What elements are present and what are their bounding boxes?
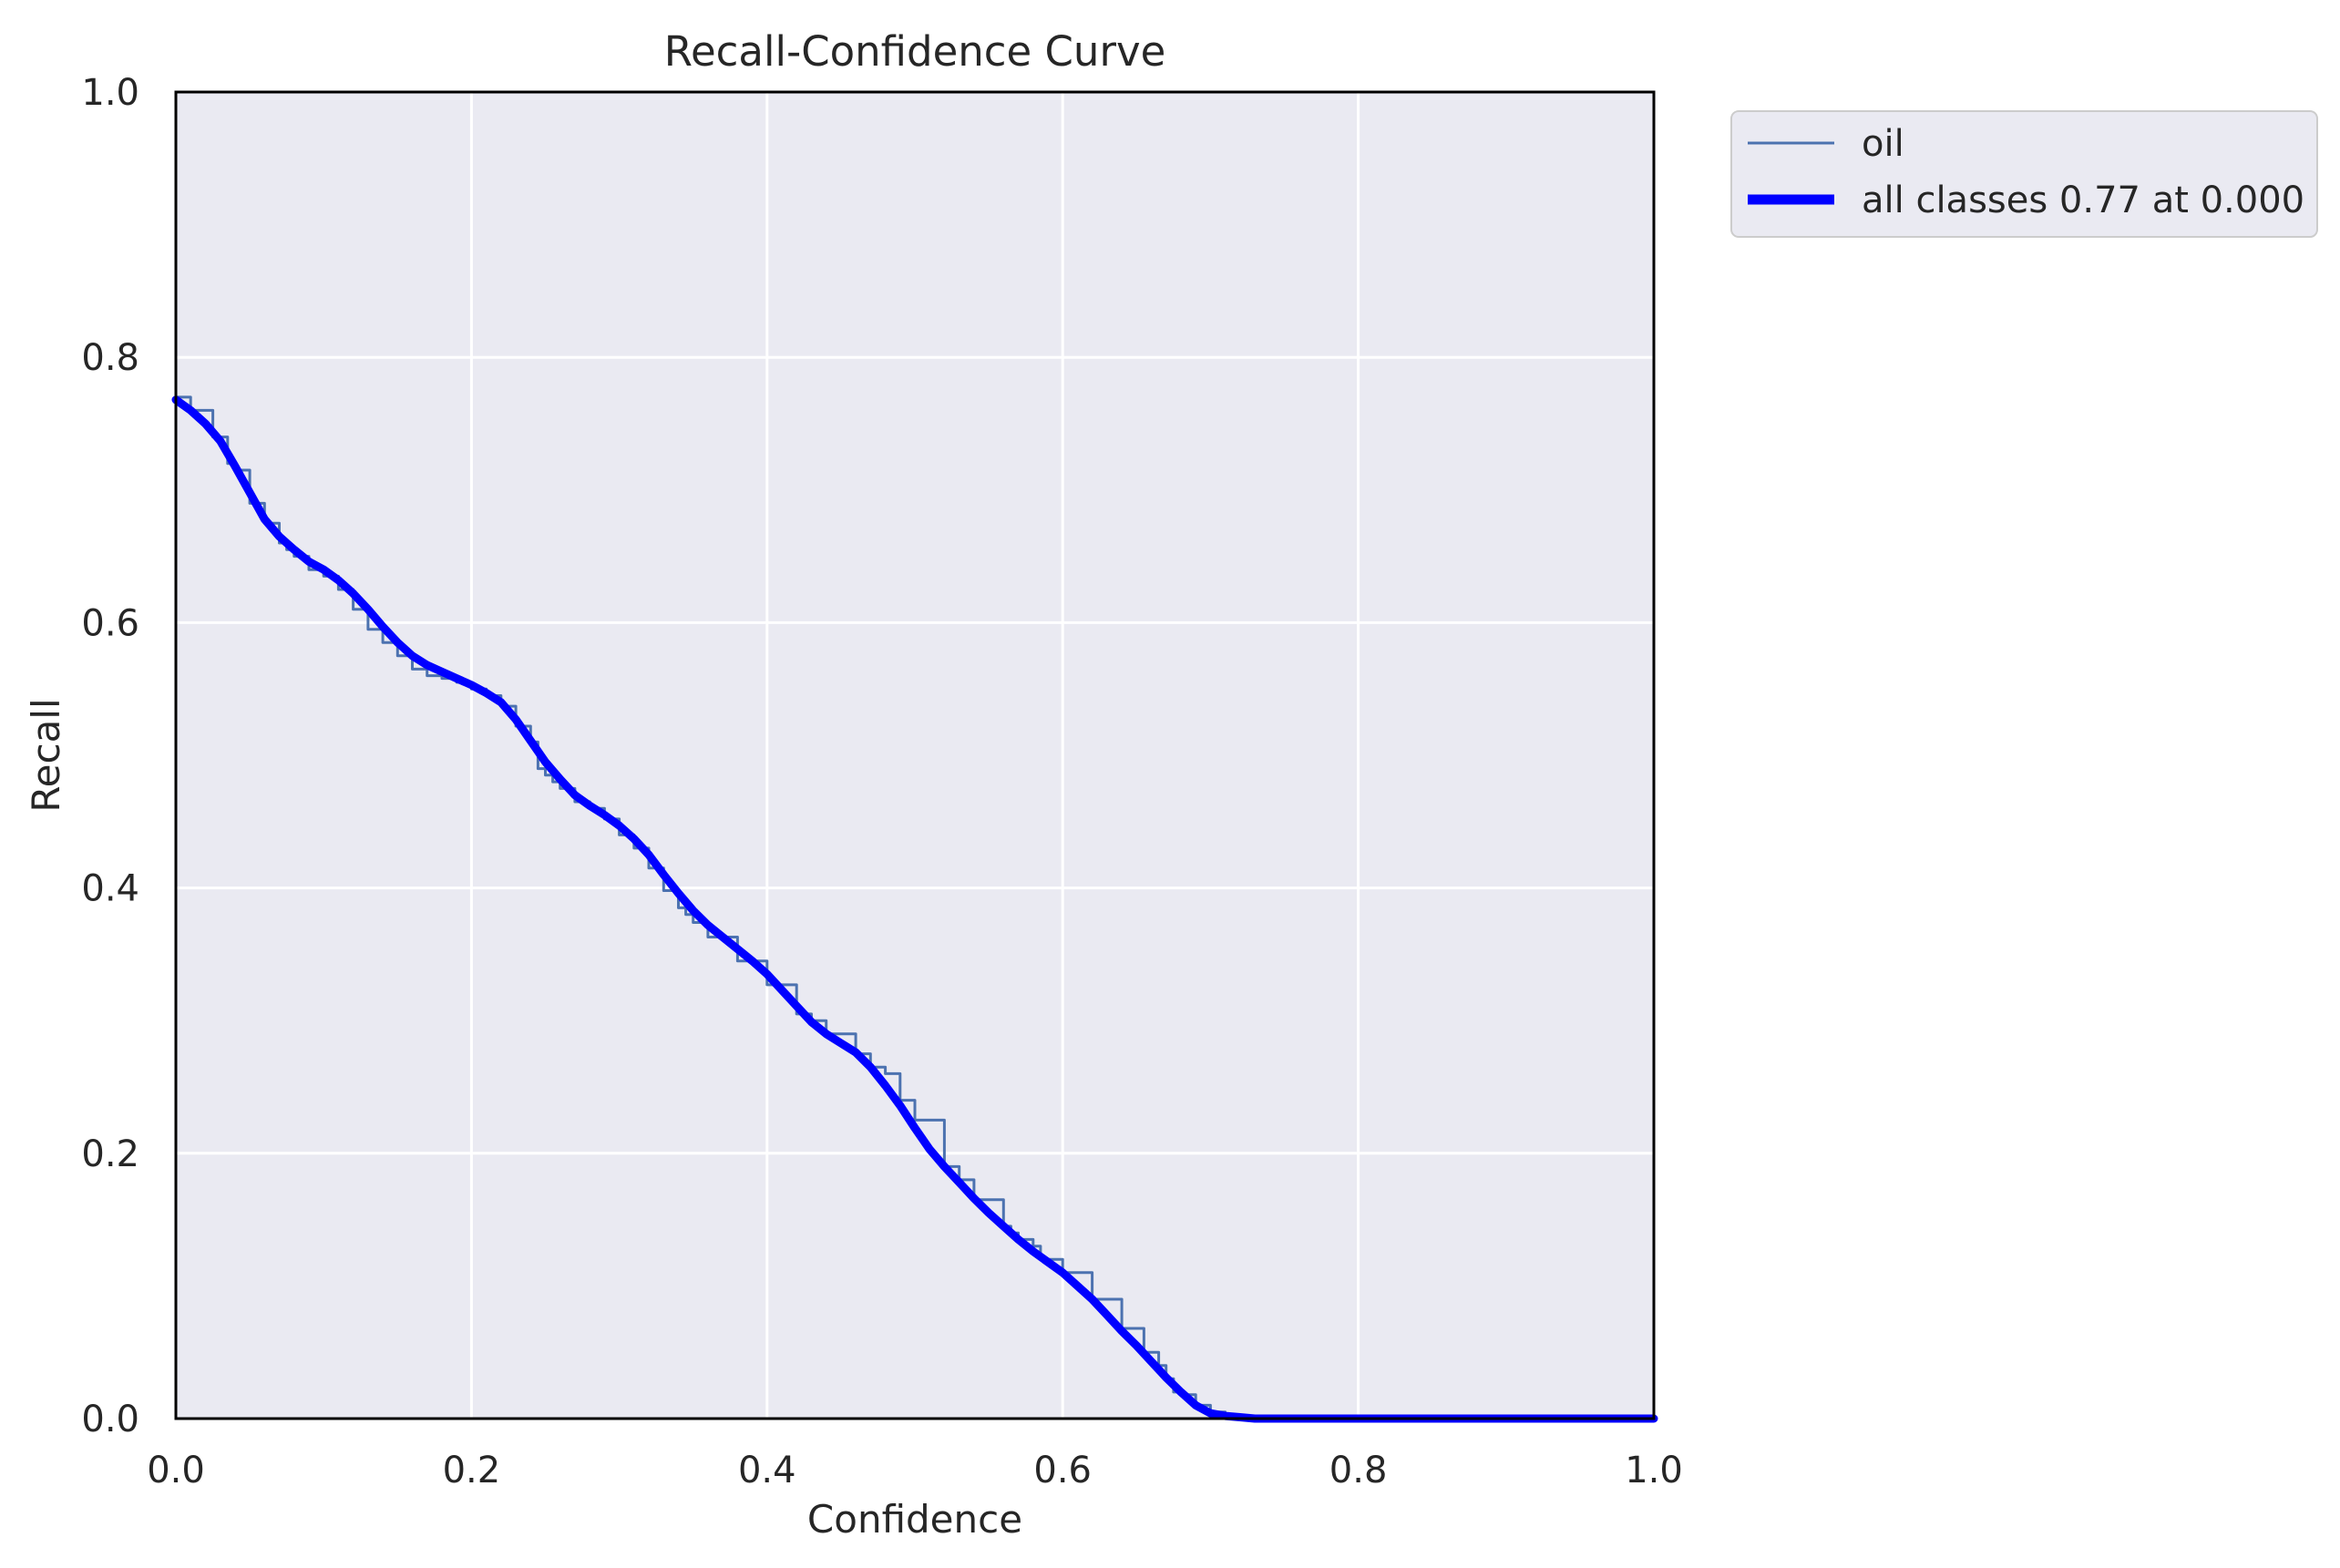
y-tick-label: 0.2 (81, 1133, 139, 1175)
series-layer (171, 395, 1658, 1423)
x-tick-label: 0.6 (1033, 1450, 1092, 1491)
x-axis-label: Confidence (807, 1497, 1022, 1542)
y-tick-label: 0.4 (81, 868, 139, 910)
legend-box (1730, 110, 2318, 238)
x-tick-label: 0.8 (1329, 1450, 1388, 1491)
legend-label-all-classes: all classes 0.77 at 0.000 (1862, 179, 2304, 221)
chart-title: Recall-Confidence Curve (664, 27, 1166, 76)
x-tick-label: 0.2 (443, 1450, 501, 1491)
y-tick-label: 0.0 (81, 1399, 139, 1440)
x-tick-label: 1.0 (1625, 1450, 1683, 1491)
x-tick-label: 0.4 (738, 1450, 796, 1491)
legend-label-oil: oil (1862, 123, 1904, 165)
y-tick-label: 0.6 (81, 602, 139, 644)
y-tick-label: 1.0 (81, 72, 139, 114)
plot-frame (174, 90, 1656, 1420)
legend: oil all classes 0.77 at 0.000 (1730, 110, 2318, 238)
y-tick-label: 0.8 (81, 337, 139, 379)
grid-lines (174, 90, 1656, 1420)
x-tick-label: 0.0 (147, 1450, 205, 1491)
plot-area (176, 92, 1654, 1419)
y-axis-label: Recall (24, 698, 68, 812)
y-axis-ticks: 0.0 0.2 0.4 0.6 0.8 1.0 (81, 72, 139, 1440)
x-axis-ticks: 0.0 0.2 0.4 0.6 0.8 1.0 (147, 1450, 1683, 1491)
plot-background (176, 92, 1654, 1419)
series-line-all-classes (171, 395, 1658, 1423)
